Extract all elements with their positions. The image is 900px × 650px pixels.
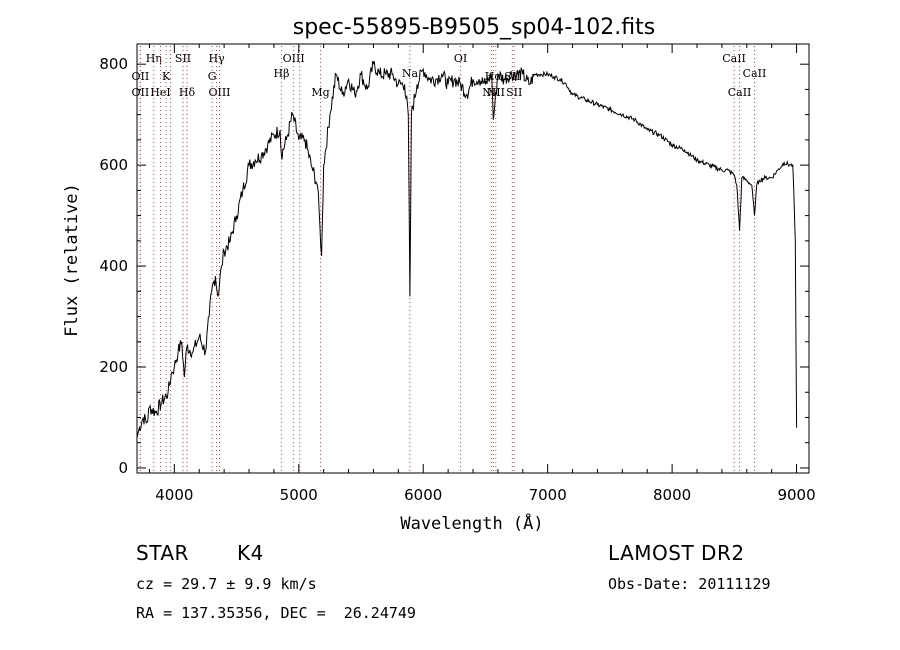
y-tick-label: 600 (99, 156, 128, 174)
line-marker-label: Hβ (274, 67, 290, 80)
line-marker-label: OII (132, 70, 150, 83)
x-tick-label: 5000 (280, 486, 318, 504)
x-axis-label: Wavelength (Å) (400, 512, 543, 534)
object-type: STAR (136, 541, 189, 565)
line-marker-label: SII (175, 52, 191, 65)
survey-name: LAMOST DR2 (608, 541, 745, 565)
spectrum-line (136, 60, 798, 438)
line-marker-label: Na (402, 67, 419, 80)
line-marker-label: NII (482, 86, 500, 99)
line-marker-label: SII (506, 86, 522, 99)
line-marker-label: OIII (283, 52, 305, 65)
line-marker-label: Hδ (179, 86, 196, 99)
line-marker-label: CaII (722, 52, 746, 65)
line-marker-label: Mg (311, 86, 329, 99)
sky-coordinates: RA = 137.35356, DEC = 26.24749 (136, 604, 416, 622)
line-marker-label: OIII (208, 86, 230, 99)
redshift-cz: cz = 29.7 ± 9.9 km/s (136, 575, 317, 593)
x-axis: 4000 5000 6000 7000 8000 9000 (148, 44, 816, 504)
x-tick-label: 8000 (653, 486, 691, 504)
line-marker-label: HeI (150, 86, 170, 99)
spectral-line-markers: OIIOIIHηHeIKSIIHδGHγOIIIHβOIIIMgNaOINIIH… (132, 46, 767, 473)
y-tick-label: 800 (99, 55, 128, 73)
x-tick-label: 7000 (529, 486, 567, 504)
line-marker-label: OI (454, 52, 467, 65)
y-axis-label: Flux (relative) (62, 183, 82, 337)
y-tick-label: 200 (99, 358, 128, 376)
x-tick-label: 4000 (155, 486, 193, 504)
y-tick-label: 0 (118, 459, 128, 477)
line-marker-label: OII (132, 86, 150, 99)
y-axis: 0 200 400 600 800 (99, 55, 809, 477)
line-marker-label: Hγ (209, 52, 226, 65)
plot-frame (136, 43, 810, 474)
object-subclass: K4 (237, 541, 264, 565)
line-marker-label: K (162, 70, 171, 83)
x-tick-label: 9000 (777, 486, 815, 504)
line-marker-label: Hη (146, 52, 162, 65)
chart-title: spec-55895-B9505_sp04-102.fits (293, 15, 656, 40)
y-tick-label: 400 (99, 257, 128, 275)
line-marker-label: CaII (743, 67, 767, 80)
line-marker-label: CaII (728, 86, 752, 99)
observation-date: Obs-Date: 20111129 (608, 575, 771, 593)
line-marker-label: G (208, 70, 217, 83)
x-tick-label: 6000 (404, 486, 442, 504)
